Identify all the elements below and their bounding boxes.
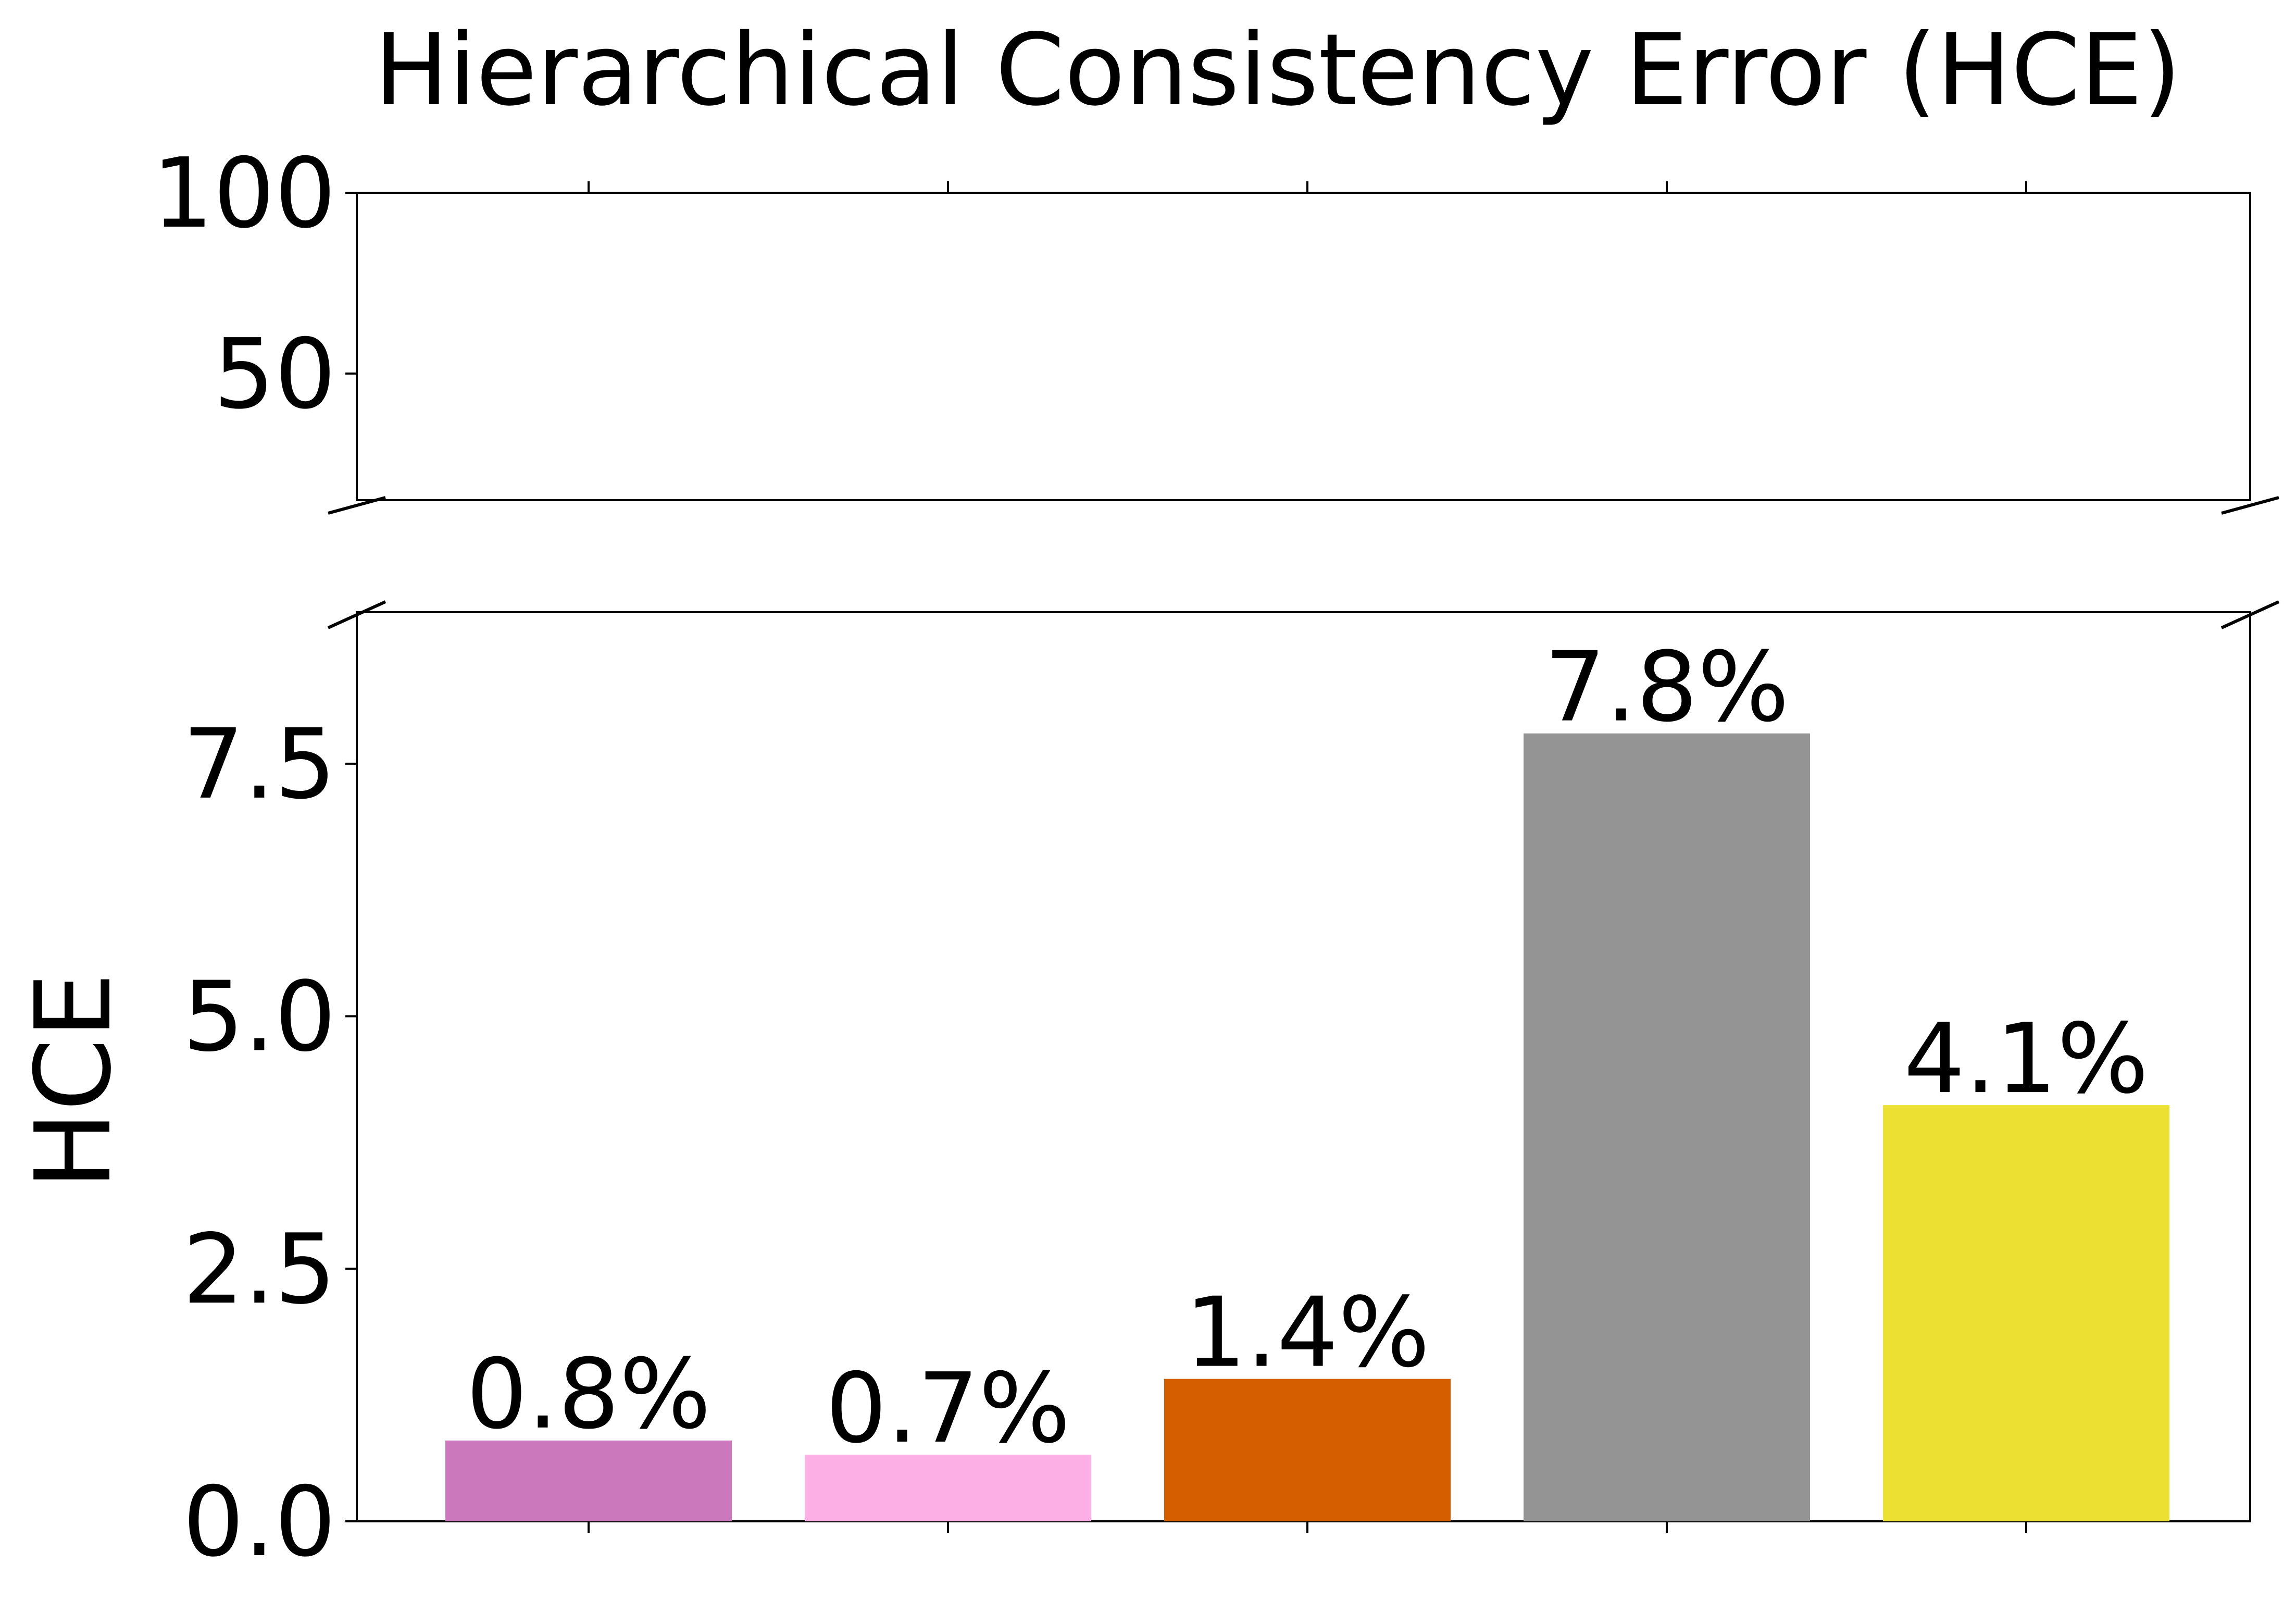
lower-y-tick-label: 5.0	[183, 961, 336, 1073]
upper-y-tick-label: 100	[152, 137, 336, 250]
lower-y-tick-label: 0.0	[183, 1466, 336, 1578]
bar-2	[805, 1455, 1091, 1521]
bar-label-2: 0.7%	[826, 1352, 1070, 1465]
lower-panel: 0.8% 0.7% 1.4% 7.8% 4.1% 0.0 2.5 5.0 7.5	[183, 611, 2251, 1578]
upper-y-tick-label: 50	[214, 318, 336, 430]
upper-y-ticks: 50 100	[152, 137, 357, 430]
bar-label-3: 1.4%	[1185, 1276, 1430, 1389]
axis-break-marks	[327, 496, 2280, 629]
break-mark-lower-left	[327, 600, 386, 629]
upper-panel: 50 100	[152, 137, 2251, 501]
lower-y-tick-label: 2.5	[183, 1213, 336, 1325]
lower-y-ticks: 0.0 2.5 5.0 7.5	[183, 708, 357, 1578]
lower-y-tick-label: 7.5	[183, 708, 336, 821]
bar-3	[1164, 1379, 1451, 1521]
break-mark-upper-left	[328, 496, 386, 515]
lower-x-ticks	[588, 1521, 2027, 1533]
chart-title: Hierarchical Consistency Error (HCE)	[374, 13, 2181, 128]
bar-1	[445, 1440, 732, 1521]
upper-x-ticks	[588, 181, 2027, 193]
bars	[445, 733, 2169, 1521]
break-mark-upper-right	[2221, 496, 2279, 515]
bar-4	[1524, 733, 1810, 1521]
bar-label-1: 0.8%	[466, 1338, 711, 1450]
y-axis-label: HCE	[13, 973, 134, 1189]
break-mark-lower-right	[2220, 600, 2280, 629]
bar-label-5: 4.1%	[1904, 1002, 2149, 1115]
bar-labels: 0.8% 0.7% 1.4% 7.8% 4.1%	[466, 631, 2149, 1465]
bar-5	[1883, 1105, 2169, 1521]
upper-plot-frame	[356, 192, 2251, 501]
bar-label-4: 7.8%	[1544, 631, 1789, 743]
